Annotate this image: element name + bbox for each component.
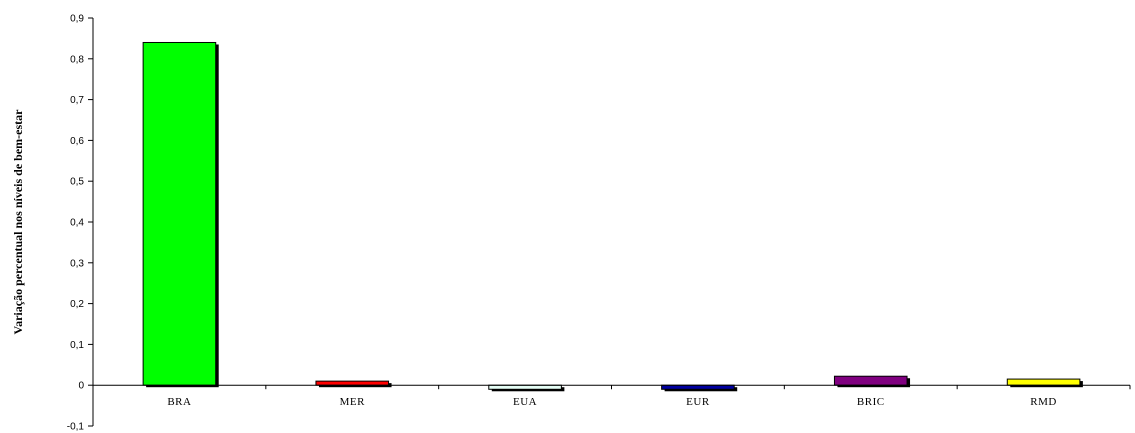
bar-mer	[315, 380, 390, 386]
x-tick-label: EUA	[513, 396, 537, 408]
bar-rmd	[1006, 378, 1081, 386]
x-tick-label: MER	[340, 396, 366, 408]
x-axis: BRA MER EUA EUR BRIC RMD	[92, 384, 1131, 408]
bar-eua	[488, 384, 562, 390]
y-axis-title: Variação percentual nos níveis de bem-es…	[11, 109, 25, 335]
bar-bric	[833, 375, 908, 386]
y-tick-label: 0,6	[70, 136, 84, 147]
y-tick-label: 0,1	[70, 340, 84, 351]
y-tick-label: 0,2	[70, 299, 84, 310]
x-tick-label: EUR	[686, 396, 710, 408]
y-axis: 0,9 0,8 0,7 0,6 0,5 0,4 0,3 0,2 0,1 0 -0,1	[67, 14, 94, 433]
x-tick-label: RMD	[1030, 396, 1057, 408]
y-tick-label: 0	[78, 381, 84, 392]
y-tick-label: 0,9	[70, 14, 84, 25]
bars	[142, 41, 1083, 392]
y-tick-label: 0,3	[70, 258, 84, 269]
x-tick-label: BRIC	[857, 396, 885, 408]
y-tick-label: 0,7	[70, 95, 84, 106]
y-tick-label: 0,8	[70, 54, 84, 65]
bar-bra	[142, 41, 217, 386]
y-tick-label: 0,5	[70, 177, 84, 188]
x-tick-label: BRA	[167, 396, 191, 408]
y-tick-label: -0,1	[67, 422, 85, 433]
bar-eur	[661, 384, 735, 390]
y-tick-label: 0,4	[70, 218, 84, 229]
